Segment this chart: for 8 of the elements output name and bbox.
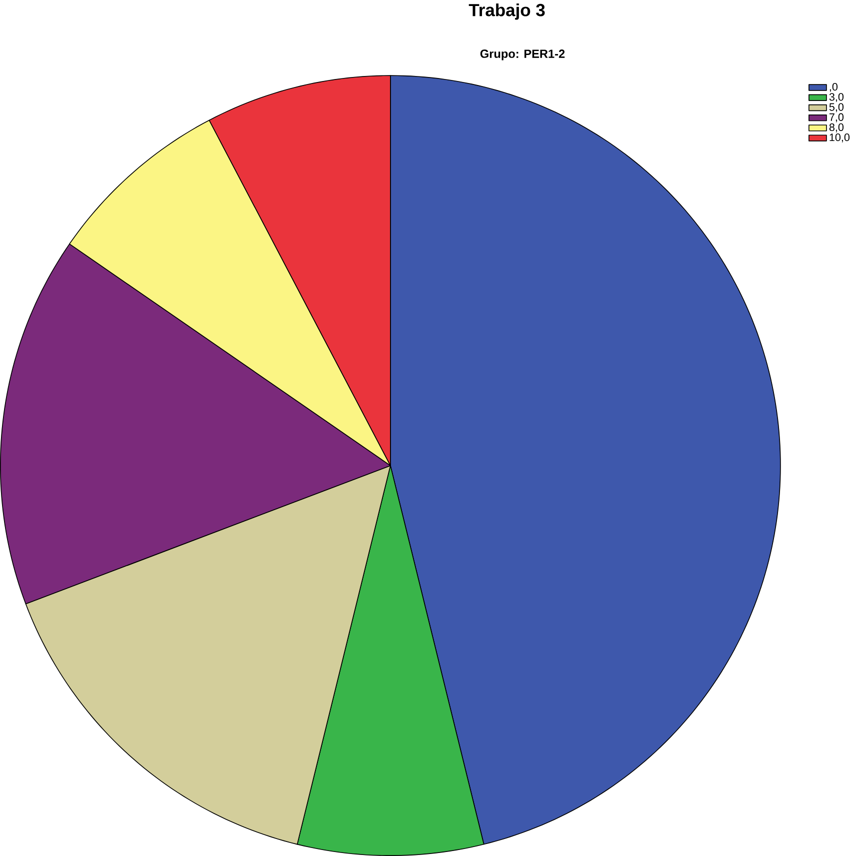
chart-title: Trabajo 3 — [468, 3, 545, 20]
legend-label: 5,0 — [829, 103, 844, 112]
legend-label: 3,0 — [829, 93, 844, 102]
legend-label: 8,0 — [829, 123, 844, 132]
legend-label: 10,0 — [830, 134, 850, 142]
chart-subtitle: Grupo: PER1-2 — [480, 50, 565, 60]
legend-label: 7,0 — [829, 113, 844, 122]
legend-label: ,0 — [830, 82, 838, 92]
